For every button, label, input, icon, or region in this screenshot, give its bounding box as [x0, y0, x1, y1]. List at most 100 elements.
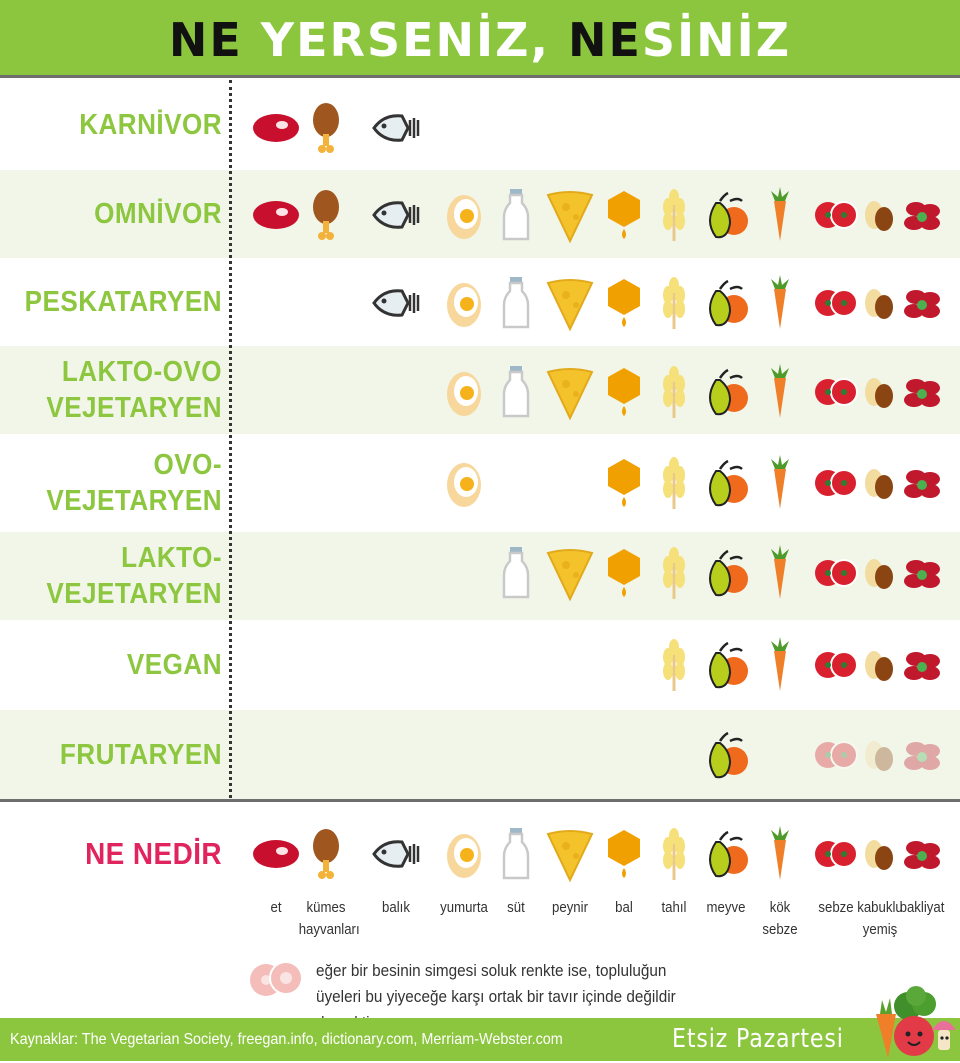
- egg-icon: [440, 455, 488, 511]
- diet-label: LAKTO-OVO VEJETARYEN: [46, 356, 222, 424]
- legume-icon: [898, 727, 946, 783]
- nut-icon: [856, 455, 904, 511]
- diet-row: LAKTO-VEJETARYEN: [0, 532, 960, 620]
- legume-icon: [898, 637, 946, 693]
- legend-label: süt: [507, 899, 525, 916]
- legend-label: meyve: [706, 899, 746, 916]
- nut-icon: [856, 275, 904, 331]
- cheese-icon: [546, 826, 594, 883]
- fish-icon: [372, 100, 420, 156]
- meat-icon: [252, 187, 300, 243]
- milk-icon: [492, 275, 540, 331]
- honey-icon: [600, 545, 648, 601]
- fruit-icon: [702, 545, 750, 601]
- fruit-icon: [702, 455, 750, 511]
- legend-label: bakliyat: [899, 899, 945, 916]
- veg-icon: [812, 275, 860, 331]
- legend-label: tahıl: [661, 899, 687, 916]
- milk-icon: [492, 826, 540, 882]
- grain-icon: [650, 545, 698, 601]
- root-icon: [756, 826, 804, 882]
- fruit-icon: [702, 187, 750, 243]
- diet-row: KARNİVOR: [0, 80, 960, 170]
- fish-icon: [372, 187, 420, 243]
- honey-icon: [600, 187, 648, 243]
- veg-icon: [812, 826, 860, 882]
- nut-icon: [856, 637, 904, 693]
- diet-label: KARNİVOR: [79, 109, 222, 141]
- cheese-icon: [546, 275, 594, 332]
- veg-icon: [812, 455, 860, 511]
- root-icon: [756, 545, 804, 601]
- meat-icon: [252, 100, 300, 156]
- grain-icon: [650, 455, 698, 511]
- fruit-icon: [702, 364, 750, 420]
- veg-icon: [812, 364, 860, 420]
- legend-label: balık: [382, 899, 410, 916]
- dotted-divider: [229, 80, 232, 798]
- grain-icon: [650, 364, 698, 420]
- root-icon: [756, 364, 804, 420]
- veg-icon: [812, 187, 860, 243]
- milk-icon: [492, 187, 540, 243]
- fruit-icon: [702, 637, 750, 693]
- poultry-icon: [302, 100, 350, 156]
- honey-icon: [600, 364, 648, 420]
- legume-icon: [898, 187, 946, 243]
- nut-icon: [856, 727, 904, 783]
- root-icon: [756, 637, 804, 693]
- legend-label: et: [270, 899, 282, 916]
- diet-row: VEGAN: [0, 620, 960, 710]
- legend-label: kümes hayvanları: [298, 899, 360, 938]
- milk-icon: [492, 364, 540, 420]
- section-separator: [0, 799, 960, 802]
- diet-row: OVO-VEJETARYEN: [0, 434, 960, 532]
- egg-icon: [440, 826, 488, 882]
- diet-label: OVO-VEJETARYEN: [46, 449, 222, 517]
- cheese-icon: [546, 545, 594, 602]
- diet-label: VEGAN: [126, 649, 222, 681]
- diet-row: PESKATARYEN: [0, 258, 960, 346]
- poultry-icon: [302, 826, 350, 882]
- header-bar: [0, 0, 960, 78]
- meat-icon: [252, 826, 300, 882]
- footer-bar: [0, 1018, 960, 1061]
- nut-icon: [856, 364, 904, 420]
- legend-label: peynir: [552, 899, 588, 916]
- legume-icon: [898, 545, 946, 601]
- grain-icon: [650, 826, 698, 882]
- legume-icon: [898, 364, 946, 420]
- root-icon: [756, 275, 804, 331]
- diet-label: PESKATARYEN: [24, 286, 222, 318]
- egg-icon: [440, 364, 488, 420]
- egg-icon: [440, 275, 488, 331]
- cheese-icon: [546, 187, 594, 244]
- brand-name: Etsiz Pazartesi: [672, 1024, 844, 1054]
- diet-label: LAKTO-VEJETARYEN: [46, 542, 222, 610]
- milk-icon: [492, 545, 540, 601]
- legend-title: NE NEDİR: [85, 836, 222, 871]
- legend-label: kök sebze: [762, 899, 798, 938]
- nut-icon: [856, 826, 904, 882]
- root-icon: [756, 455, 804, 511]
- vegetable-mascot-icon: [866, 974, 958, 1058]
- legend-label: sebze: [818, 899, 854, 916]
- nut-icon: [856, 187, 904, 243]
- poultry-icon: [302, 187, 350, 243]
- egg-icon: [440, 187, 488, 243]
- legume-icon: [898, 826, 946, 882]
- diet-label: FRUTARYEN: [59, 739, 222, 771]
- page-title: NE YERSENİZ, NESİNİZ: [168, 13, 792, 67]
- legend-label: yumurta: [440, 899, 488, 916]
- fruit-icon: [702, 826, 750, 882]
- root-icon: [756, 187, 804, 243]
- veg-icon: [812, 637, 860, 693]
- fish-icon: [372, 826, 420, 882]
- diet-label: OMNİVOR: [94, 198, 222, 230]
- diet-row: FRUTARYEN: [0, 710, 960, 800]
- honey-icon: [600, 275, 648, 331]
- sources-text: Kaynaklar: The Vegetarian Society, freeg…: [10, 1031, 563, 1048]
- legume-icon: [898, 455, 946, 511]
- veg-icon: [812, 545, 860, 601]
- grain-icon: [650, 187, 698, 243]
